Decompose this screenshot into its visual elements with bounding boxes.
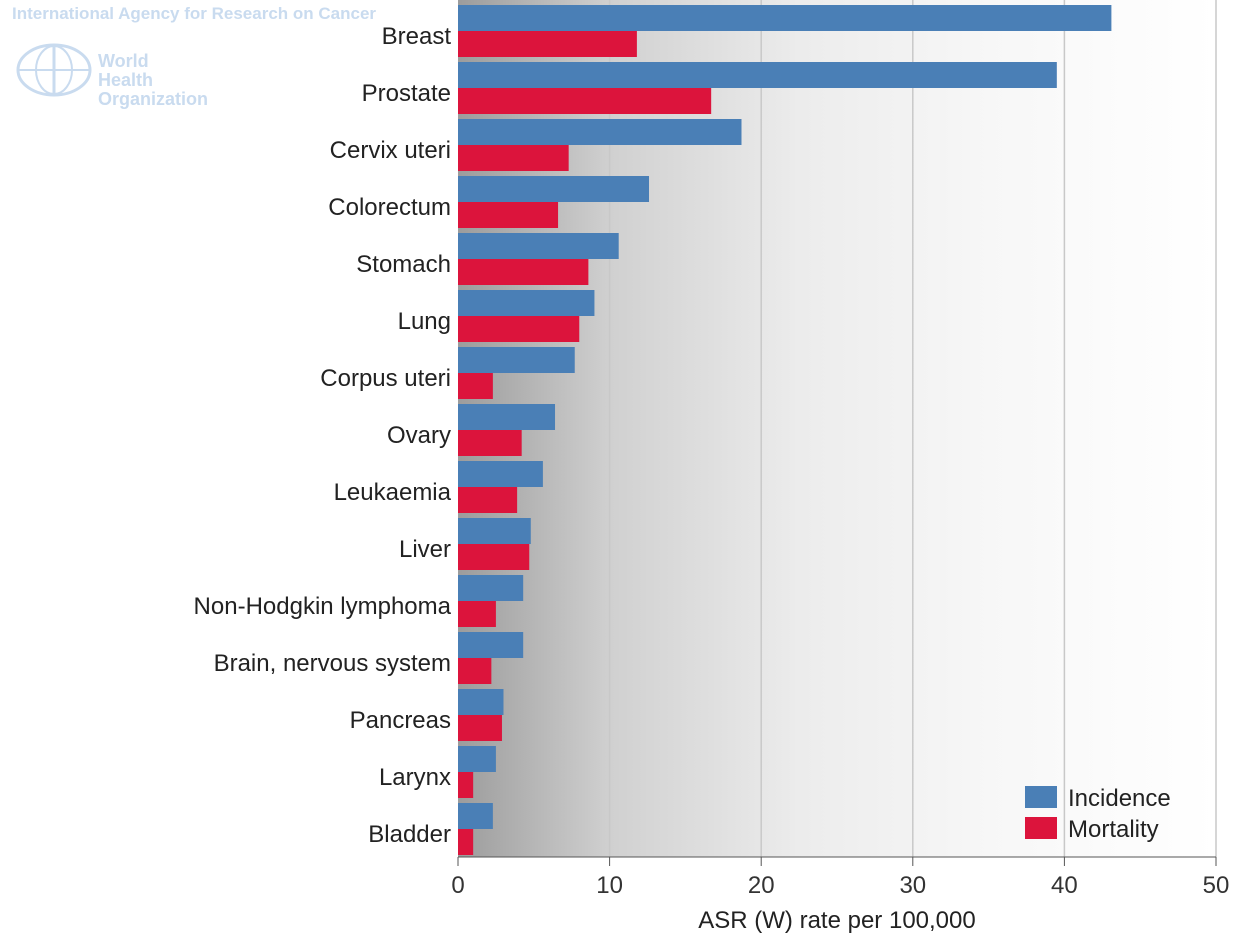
bar-incidence-leukaemia (458, 461, 543, 487)
x-tick-label-50: 50 (1203, 872, 1230, 899)
bar-mortality-colorectum (458, 202, 559, 228)
category-label-leukaemia: Leukaemia (334, 479, 452, 506)
category-label-colorectum: Colorectum (328, 194, 451, 221)
bar-incidence-colorectum (458, 176, 650, 202)
category-label-corpus-uteri: Corpus uteri (320, 365, 451, 392)
category-labels: Breast Prostate Cervix uteri Colorectum Stom… (194, 23, 452, 848)
bar-incidence-ovary (458, 404, 556, 430)
bar-incidence-prostate (458, 62, 1057, 88)
bar-mortality-ovary (458, 430, 522, 456)
legend-swatch-mortality (1025, 817, 1057, 839)
x-tick-label-20: 20 (748, 872, 775, 899)
category-label-prostate: Prostate (362, 80, 451, 107)
bar-incidence-breast (458, 5, 1112, 31)
legend-label-mortality: Mortality (1068, 816, 1159, 843)
category-label-stomach: Stomach (356, 251, 451, 278)
category-label-brain-nervous-system: Brain, nervous system (214, 650, 451, 677)
bar-mortality-cervix-uteri (458, 145, 569, 171)
bar-mortality-prostate (458, 88, 712, 114)
x-ticks: 0 10 20 30 40 50 (451, 857, 1229, 899)
category-label-ovary: Ovary (387, 422, 451, 449)
bar-mortality-bladder (458, 829, 474, 855)
category-label-larynx: Larynx (379, 764, 451, 791)
category-label-cervix-uteri: Cervix uteri (330, 137, 451, 164)
bar-incidence-bladder (458, 803, 493, 829)
category-label-pancreas: Pancreas (350, 707, 451, 734)
bar-mortality-pancreas (458, 715, 502, 741)
x-axis-label: ASR (W) rate per 100,000 (698, 907, 975, 934)
bar-incidence-cervix-uteri (458, 119, 742, 145)
bar-mortality-stomach (458, 259, 589, 285)
category-label-bladder: Bladder (368, 821, 451, 848)
legend-swatch-incidence (1025, 786, 1057, 808)
x-tick-label-0: 0 (451, 872, 464, 899)
bar-mortality-lung (458, 316, 580, 342)
category-label-non-hodgkin-lymphoma: Non-Hodgkin lymphoma (194, 593, 452, 620)
category-label-breast: Breast (382, 23, 452, 50)
bar-incidence-corpus-uteri (458, 347, 575, 373)
bar-mortality-liver (458, 544, 530, 570)
bar-mortality-larynx (458, 772, 474, 798)
bar-incidence-lung (458, 290, 595, 316)
legend-label-incidence: Incidence (1068, 785, 1171, 812)
bar-incidence-pancreas (458, 689, 504, 715)
category-label-lung: Lung (398, 308, 451, 335)
bar-mortality-breast (458, 31, 637, 57)
bar-mortality-brain-nervous-system (458, 658, 492, 684)
x-tick-label-30: 30 (899, 872, 926, 899)
x-tick-label-10: 10 (596, 872, 623, 899)
bars (458, 5, 1112, 855)
bar-incidence-brain-nervous-system (458, 632, 524, 658)
category-label-liver: Liver (399, 536, 451, 563)
bar-mortality-non-hodgkin-lymphoma (458, 601, 496, 627)
bar-mortality-leukaemia (458, 487, 518, 513)
legend: Incidence Mortality (1025, 785, 1171, 843)
bar-mortality-corpus-uteri (458, 373, 493, 399)
bar-incidence-larynx (458, 746, 496, 772)
bar-incidence-non-hodgkin-lymphoma (458, 575, 524, 601)
bar-incidence-liver (458, 518, 531, 544)
x-tick-label-40: 40 (1051, 872, 1078, 899)
bar-incidence-stomach (458, 233, 619, 259)
